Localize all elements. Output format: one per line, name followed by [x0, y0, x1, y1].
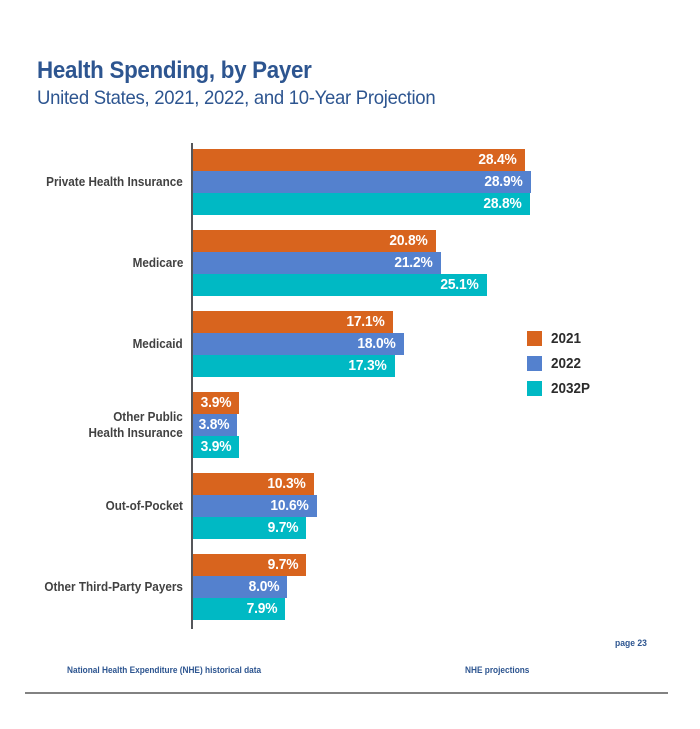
bar-value-label: 18.0%	[357, 335, 396, 352]
bar-value-label: 28.8%	[483, 195, 522, 212]
category-label: Other Third-Party Payers	[44, 578, 183, 594]
bar-2021: 20.8%	[193, 230, 436, 252]
bar-value-label: 21.2%	[394, 254, 433, 271]
legend-swatch	[527, 356, 542, 371]
bar-value-label: 10.6%	[270, 497, 309, 514]
bar-value-label: 8.0%	[248, 578, 279, 595]
page-title: Health Spending, by Payer	[37, 57, 312, 84]
bar-value-label: 9.7%	[267, 519, 298, 536]
bar-2032p: 25.1%	[193, 274, 487, 296]
source-note-projections: NHE projections	[465, 665, 530, 675]
bar-value-label: 28.4%	[478, 151, 517, 168]
bar-group: Other Third-Party Payers 9.7% 8.0% 7.9%	[0, 554, 700, 620]
bar-value-label: 20.8%	[389, 232, 428, 249]
bar-value-label: 3.9%	[200, 438, 231, 455]
bar-2021: 3.9%	[193, 392, 239, 414]
legend-swatch	[527, 381, 542, 396]
bar-2021: 10.3%	[193, 473, 314, 495]
bar-2022: 8.0%	[193, 576, 287, 598]
bar-value-label: 10.3%	[267, 475, 306, 492]
bar-2022: 18.0%	[193, 333, 404, 355]
bar-value-label: 17.3%	[348, 357, 387, 374]
page-number: page 23	[615, 638, 647, 648]
bar-2021: 17.1%	[193, 311, 393, 333]
bar-2021: 28.4%	[193, 149, 525, 171]
legend-label: 2022	[551, 355, 582, 372]
bar-2032p: 7.9%	[193, 598, 285, 620]
bar-value-label: 28.9%	[484, 173, 523, 190]
bar-value-label: 9.7%	[267, 556, 298, 573]
bar-2021: 9.7%	[193, 554, 306, 576]
bar-2032p: 17.3%	[193, 355, 395, 377]
category-label: Medicare	[132, 254, 183, 270]
category-label: Out-of-Pocket	[105, 497, 183, 513]
page-subtitle: United States, 2021, 2022, and 10-Year P…	[37, 87, 436, 109]
bar-value-label: 17.1%	[346, 313, 385, 330]
bar-2022: 28.9%	[193, 171, 531, 193]
bar-group: Out-of-Pocket 10.3% 10.6% 9.7%	[0, 473, 700, 539]
y-axis-line	[191, 143, 193, 629]
bar-value-label: 3.8%	[198, 416, 229, 433]
bar-2032p: 3.9%	[193, 436, 239, 458]
category-label: Other Public Health Insurance	[88, 408, 183, 440]
bar-group: Medicaid 17.1% 18.0% 17.3%	[0, 311, 700, 377]
bar-value-label: 3.9%	[200, 394, 231, 411]
chart-legend: 2021 2022 2032P	[527, 331, 594, 406]
chart-header: Health Spending, by Payer United States,…	[37, 56, 456, 111]
category-label: Medicaid	[132, 335, 183, 351]
bar-2032p: 9.7%	[193, 517, 306, 539]
bar-value-label: 25.1%	[440, 276, 479, 293]
bar-2022: 21.2%	[193, 252, 441, 274]
legend-label: 2032P	[551, 380, 591, 397]
legend-item: 2022	[527, 356, 594, 371]
bar-2022: 3.8%	[193, 414, 237, 436]
bar-group: Private Health Insurance 28.4% 28.9% 28.8%	[0, 149, 700, 215]
bar-group: Other Public Health Insurance 3.9% 3.8% 3.9…	[0, 392, 700, 458]
bar-2032p: 28.8%	[193, 193, 530, 215]
bar-value-label: 7.9%	[246, 600, 277, 617]
legend-item: 2021	[527, 331, 594, 346]
legend-item: 2032P	[527, 381, 594, 396]
source-note-historical: National Health Expenditure (NHE) histor…	[67, 665, 262, 675]
bar-2022: 10.6%	[193, 495, 317, 517]
category-label: Private Health Insurance	[46, 173, 183, 189]
legend-swatch	[527, 331, 542, 346]
footer-divider	[25, 692, 668, 694]
legend-label: 2021	[551, 330, 582, 347]
bar-group: Medicare 20.8% 21.2% 25.1%	[0, 230, 700, 296]
